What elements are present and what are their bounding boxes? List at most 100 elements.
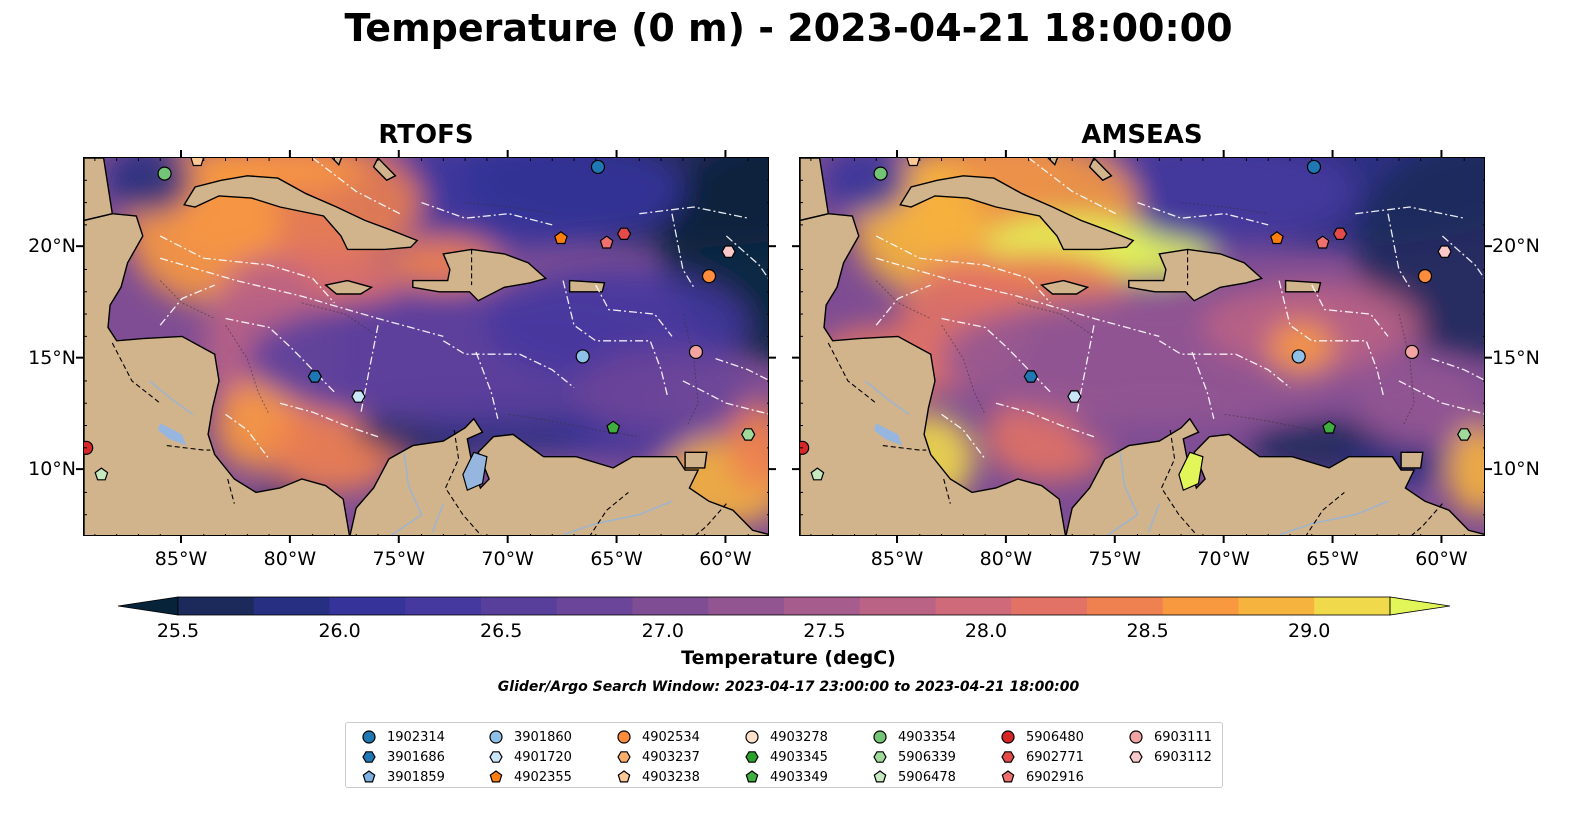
float-markers	[84, 158, 756, 481]
float-marker-6902771	[1332, 227, 1348, 241]
float-marker-4903238	[906, 158, 921, 167]
hexagon-marker-icon	[745, 751, 759, 763]
legend-item-4901720: 4901720	[488, 748, 572, 766]
y-tick-label-left: 10°N	[28, 458, 76, 481]
float-marker-4901720	[1067, 390, 1082, 403]
legend-label: 4902355	[514, 769, 572, 785]
float-marker-4902534	[1417, 269, 1433, 284]
float-marker-4903354	[157, 166, 172, 181]
y-tick-label-right: 20°N	[1492, 235, 1540, 258]
hexagon-marker-icon	[1001, 751, 1015, 763]
float-marker-4903238	[190, 158, 205, 167]
float-marker-6902771	[616, 227, 632, 241]
float-marker-6903112	[721, 245, 736, 258]
x-tick-label: 75°W	[372, 548, 425, 570]
circle-marker-icon	[489, 730, 503, 744]
float-marker-6902916	[1315, 235, 1330, 249]
legend-item-4903237: 4903237	[616, 748, 700, 766]
figure-title: Temperature (0 m) - 2023-04-21 18:00:00	[344, 6, 1233, 50]
legend-item-3901859: 3901859	[361, 768, 445, 786]
legend-item-5906478: 5906478	[872, 768, 956, 786]
float-marker-4902355	[1270, 231, 1284, 245]
panel-title-rtofs: RTOFS	[378, 120, 474, 150]
legend-label: 4901720	[514, 749, 572, 765]
legend-item-4903238: 4903238	[616, 768, 700, 786]
legend-label: 3901860	[514, 729, 572, 745]
legend-label: 4903345	[770, 749, 828, 765]
legend-item-1902314: 1902314	[361, 728, 445, 746]
float-marker-6903112	[1437, 245, 1452, 258]
legend-label: 5906478	[898, 769, 956, 785]
legend-label: 4903349	[770, 769, 828, 785]
map-panel-rtofs[interactable]	[83, 157, 769, 536]
panel-title-amseas: AMSEAS	[1081, 120, 1203, 150]
x-tick-label: 75°W	[1088, 548, 1141, 570]
legend-label: 5906480	[1026, 729, 1084, 745]
float-marker-5906478	[94, 467, 109, 481]
colorbar-tick-label: 26.0	[318, 620, 361, 642]
circle-marker-icon	[873, 730, 887, 744]
y-tick-label-right: 15°N	[1492, 346, 1540, 369]
colorbar-tick-label: 27.0	[641, 620, 684, 642]
float-marker-4903349	[606, 420, 621, 434]
colorbar-tick-label: 27.5	[803, 620, 846, 642]
x-tick-label: 70°W	[1197, 548, 1250, 570]
legend-item-3901686: 3901686	[361, 748, 445, 766]
legend-label: 3901859	[387, 769, 445, 785]
legend-label: 4903237	[642, 749, 700, 765]
circle-marker-icon	[617, 730, 631, 744]
pentagon-marker-icon	[1001, 770, 1015, 783]
float-markers	[800, 158, 1472, 481]
legend-item-3901860: 3901860	[488, 728, 572, 746]
legend-item-4902534: 4902534	[616, 728, 700, 746]
colorbar-label: Temperature (degC)	[681, 647, 896, 669]
legend-label: 4903354	[898, 729, 956, 745]
float-marker-4901720	[351, 390, 366, 403]
float-marker-5906480	[84, 440, 94, 455]
hexagon-marker-icon	[362, 751, 376, 763]
circle-marker-icon	[1129, 730, 1143, 744]
circle-marker-icon	[745, 730, 759, 744]
float-marker-3901686	[1023, 370, 1038, 383]
legend-label: 6902916	[1026, 769, 1084, 785]
colorbar-tick-label: 28.0	[964, 620, 1008, 642]
float-marker-4903354	[873, 166, 888, 181]
rtofs-map[interactable]	[84, 158, 769, 536]
float-marker-3901860	[1291, 349, 1306, 364]
float-marker-6902916	[599, 235, 614, 249]
map-panel-amseas[interactable]	[799, 157, 1485, 536]
legend-label: 3901686	[387, 749, 445, 765]
float-marker-1902314	[1306, 159, 1322, 175]
x-tick-label: 60°W	[699, 548, 752, 570]
legend-item-6902916: 6902916	[1000, 768, 1084, 786]
legend-item-4903278: 4903278	[744, 728, 828, 746]
x-tick-label: 80°W	[979, 548, 1033, 570]
search-window-caption: Glider/Argo Search Window: 2023-04-17 23…	[497, 679, 1080, 695]
x-tick-label: 70°W	[481, 548, 534, 570]
legend-label: 4903238	[642, 769, 700, 785]
colorbar-svg	[117, 596, 1451, 616]
float-marker-6903111	[1404, 344, 1420, 360]
legend-item-6903112: 6903112	[1128, 748, 1212, 766]
colorbar-tick-label: 25.5	[156, 620, 200, 642]
colorbar-tick-label: 28.5	[1126, 620, 1169, 642]
float-marker-4903349	[1322, 420, 1337, 434]
legend-label: 1902314	[387, 729, 445, 745]
float-marker-4902534	[701, 269, 717, 284]
pentagon-marker-icon	[617, 770, 631, 783]
float-marker-5906478	[810, 467, 825, 481]
pentagon-marker-icon	[745, 770, 759, 783]
legend-item-5906480: 5906480	[1000, 728, 1084, 746]
pentagon-marker-icon	[362, 770, 376, 783]
legend-item-6902771: 6902771	[1000, 748, 1084, 766]
legend-item-4903345: 4903345	[744, 748, 828, 766]
y-tick-label-left: 20°N	[28, 235, 76, 258]
pentagon-marker-icon	[873, 770, 887, 783]
hexagon-marker-icon	[1129, 751, 1143, 763]
legend-label: 6902771	[1026, 749, 1084, 765]
circle-marker-icon	[362, 730, 376, 744]
float-marker-5906480	[800, 440, 810, 455]
y-tick-label-right: 10°N	[1492, 458, 1540, 481]
float-legend: 1902314 3901686 3901859 3901860 4901720 49023…	[345, 722, 1223, 788]
amseas-map[interactable]	[800, 158, 1485, 536]
